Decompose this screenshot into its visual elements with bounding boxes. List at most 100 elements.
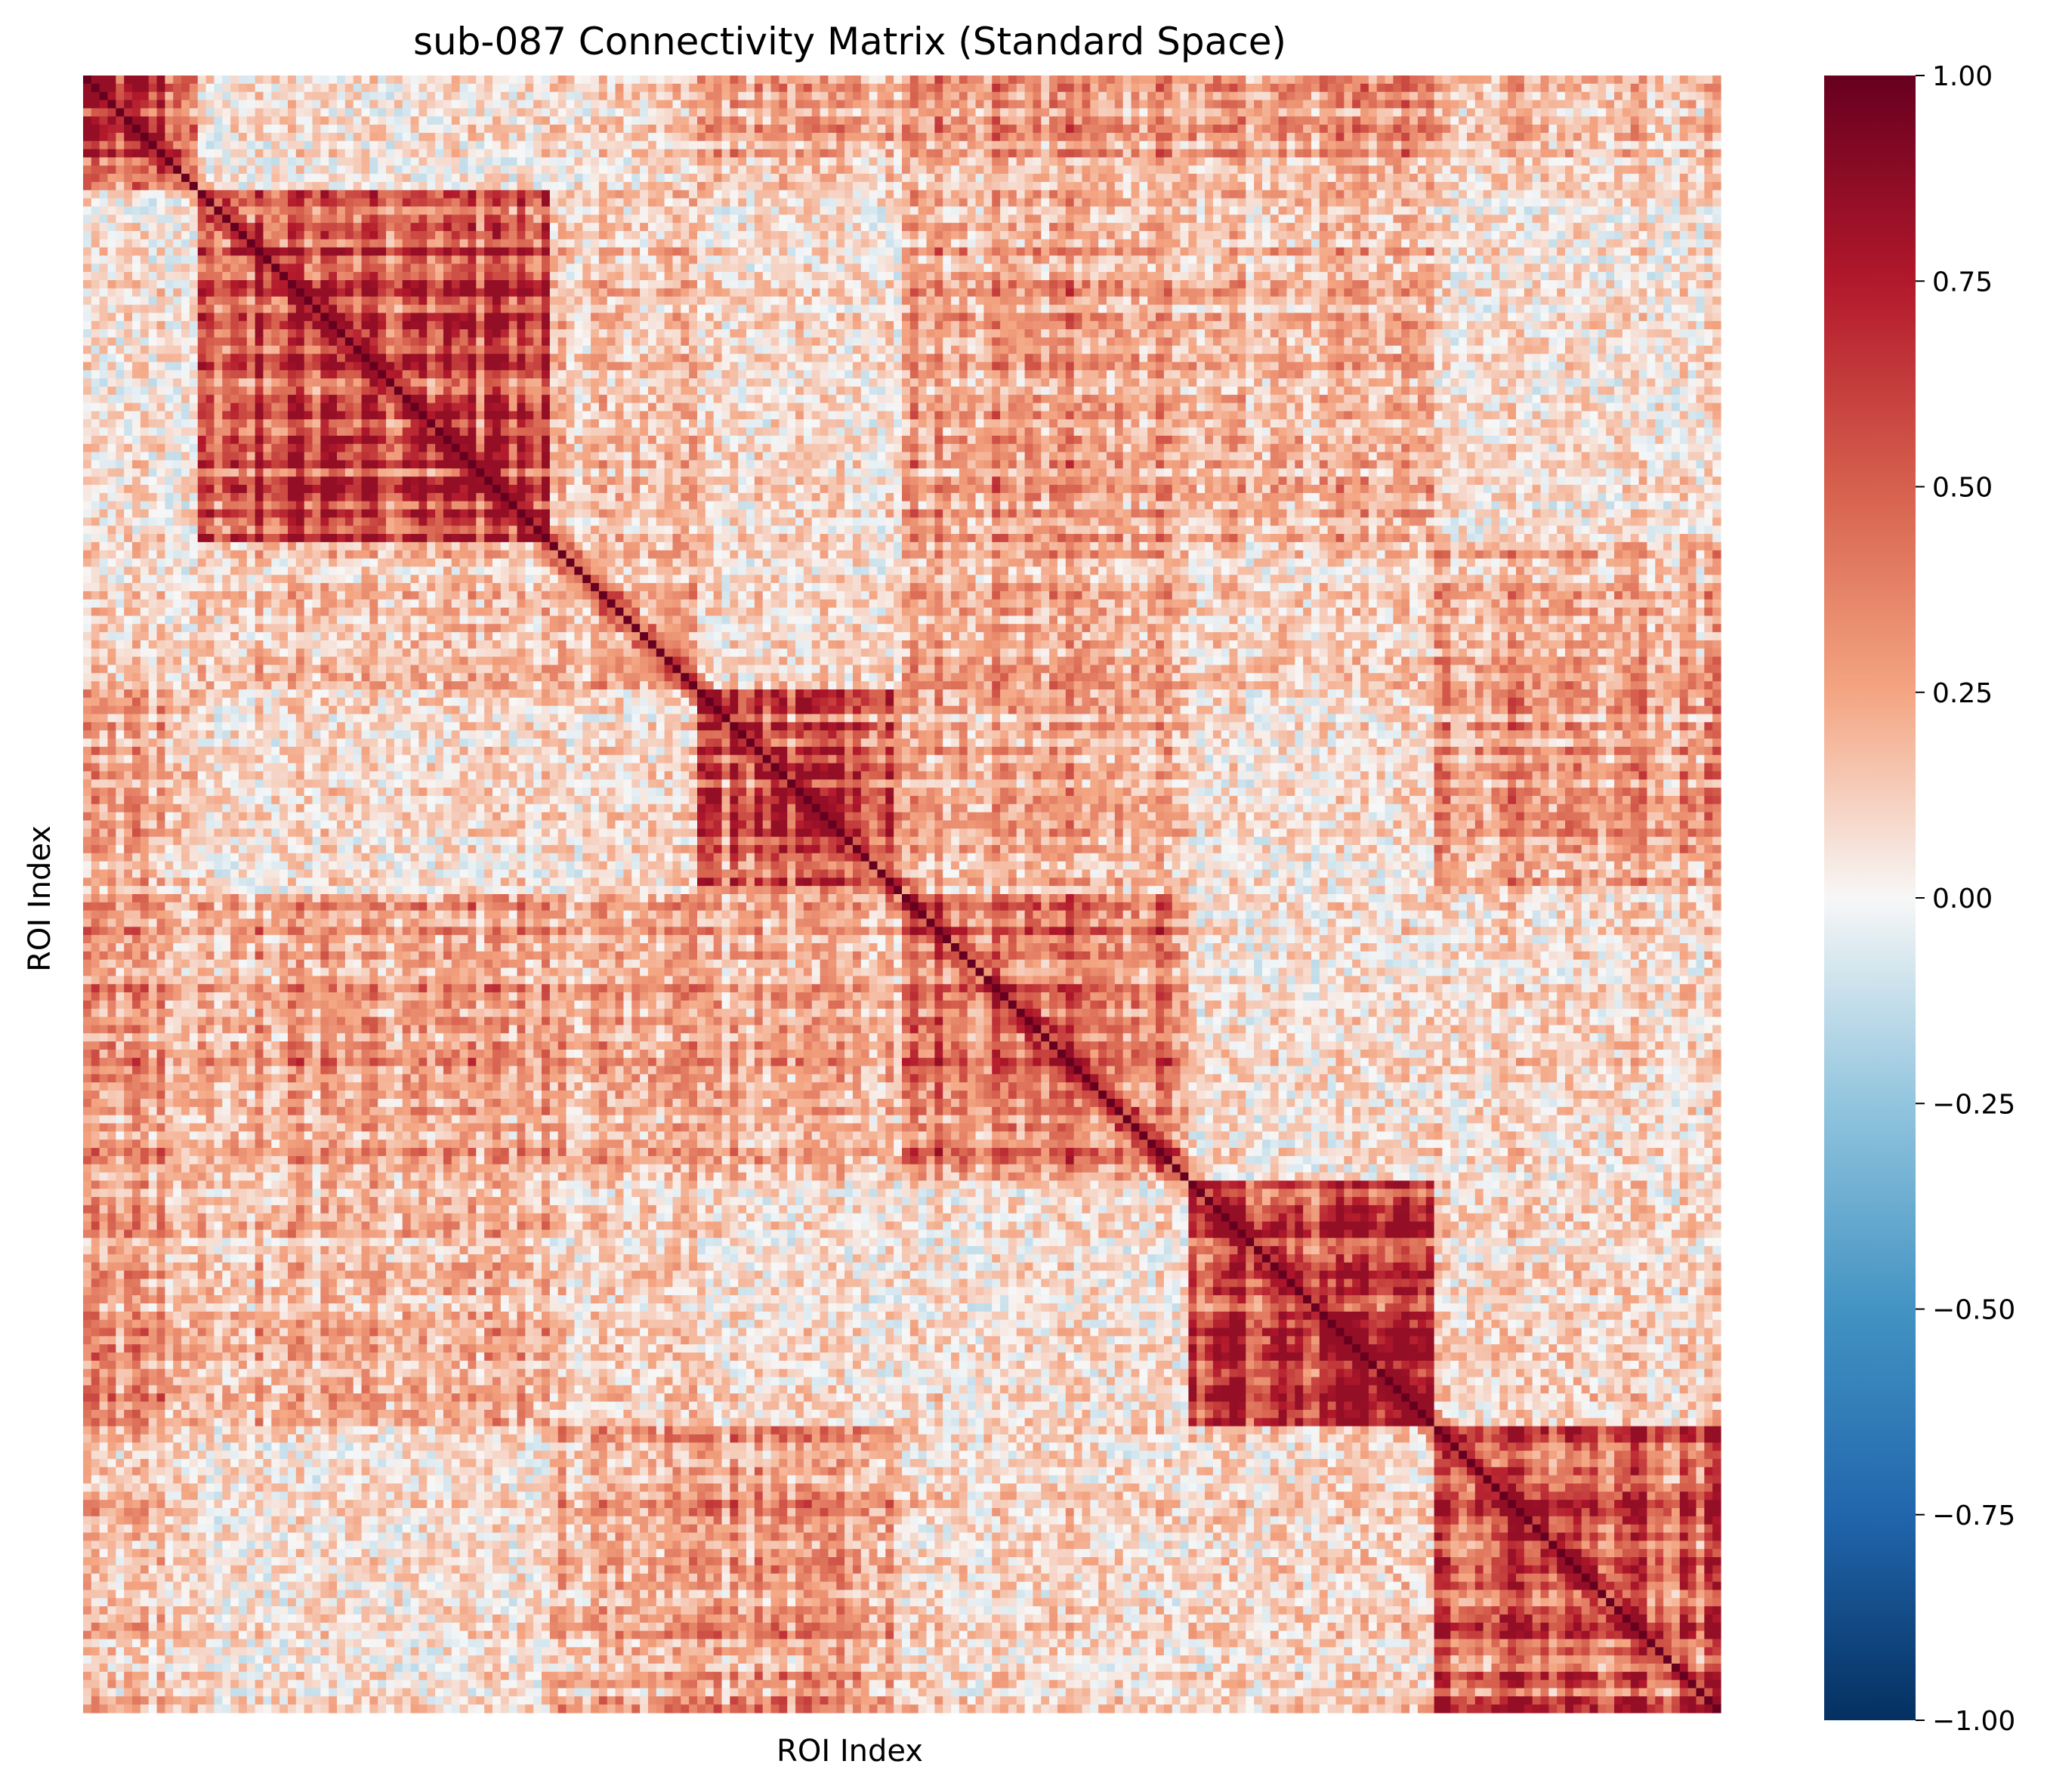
heatmap-cell: [542, 108, 550, 116]
heatmap-cell: [820, 174, 829, 182]
heatmap-cell: [582, 125, 591, 133]
heatmap-cell: [116, 150, 124, 158]
heatmap-cell: [640, 125, 648, 133]
heatmap-cell: [648, 100, 656, 109]
heatmap-cell: [894, 84, 902, 92]
heatmap-cell: [116, 116, 124, 125]
heatmap-cell: [525, 182, 533, 190]
heatmap-cell: [861, 150, 869, 158]
heatmap-cell: [1286, 108, 1295, 116]
heatmap-cell: [1082, 108, 1090, 116]
heatmap-cell: [1230, 133, 1238, 141]
heatmap-cell: [746, 165, 755, 174]
heatmap-cell: [542, 150, 550, 158]
heatmap-cell: [1409, 92, 1418, 100]
heatmap-cell: [1156, 133, 1164, 141]
heatmap-cell: [738, 182, 746, 190]
heatmap-cell: [1565, 116, 1573, 125]
heatmap-cell: [1647, 76, 1655, 84]
heatmap-cell: [1279, 84, 1287, 92]
heatmap-cell: [1311, 199, 1320, 207]
heatmap-cell: [1442, 133, 1450, 141]
heatmap-cell: [1311, 150, 1320, 158]
heatmap-cell: [1712, 125, 1721, 133]
heatmap-cell: [1647, 165, 1655, 174]
heatmap-cell: [1590, 157, 1598, 165]
heatmap-cell: [271, 92, 279, 100]
heatmap-cell: [697, 150, 705, 158]
heatmap-cell: [222, 165, 230, 174]
heatmap-cell: [1132, 174, 1140, 182]
heatmap-cell: [869, 150, 878, 158]
heatmap-cell: [1311, 157, 1320, 165]
heatmap-cell: [492, 76, 501, 84]
heatmap-cell: [714, 116, 722, 125]
heatmap-cell: [386, 165, 394, 174]
heatmap-cell: [1450, 190, 1459, 199]
heatmap-cell: [1524, 116, 1533, 125]
heatmap-cell: [976, 182, 984, 190]
heatmap-cell: [386, 206, 394, 214]
heatmap-cell: [1622, 182, 1631, 190]
heatmap-cell: [1008, 108, 1017, 116]
heatmap-cell: [1172, 100, 1181, 109]
heatmap-cell: [1074, 92, 1082, 100]
heatmap-cell: [968, 141, 976, 150]
heatmap-cell: [525, 100, 533, 109]
heatmap-cell: [1516, 76, 1524, 84]
heatmap-cell: [1336, 165, 1345, 174]
heatmap-cell: [1663, 125, 1672, 133]
heatmap-cell: [877, 174, 885, 182]
heatmap-cell: [108, 141, 116, 150]
heatmap-cell: [501, 108, 509, 116]
heatmap-cell: [378, 92, 386, 100]
heatmap-cell: [836, 84, 844, 92]
heatmap-cell: [198, 116, 206, 125]
heatmap-cell: [648, 141, 656, 150]
heatmap-cell: [222, 108, 230, 116]
heatmap-cell: [394, 182, 403, 190]
heatmap-cell: [804, 174, 812, 182]
heatmap-cell: [1557, 174, 1565, 182]
heatmap-cell: [746, 141, 755, 150]
heatmap-cell: [1418, 150, 1426, 158]
heatmap-cell: [304, 116, 313, 125]
heatmap-cell: [1672, 100, 1680, 109]
heatmap-cell: [1344, 76, 1352, 84]
heatmap-cell: [1057, 157, 1066, 165]
heatmap-cell: [542, 174, 550, 182]
heatmap-cell: [779, 157, 787, 165]
heatmap-cell: [1107, 174, 1115, 182]
heatmap-cell: [755, 150, 763, 158]
heatmap-cell: [1115, 84, 1123, 92]
heatmap-cell: [738, 92, 746, 100]
heatmap-cell: [443, 100, 452, 109]
heatmap-cell: [157, 108, 165, 116]
heatmap-cell: [378, 100, 386, 109]
heatmap-cell: [1344, 141, 1352, 150]
heatmap-cell: [1491, 182, 1499, 190]
heatmap-cell: [885, 76, 894, 84]
heatmap-cell: [665, 133, 673, 141]
heatmap-cell: [1025, 92, 1033, 100]
heatmap-cell: [181, 76, 190, 84]
heatmap-cell: [1270, 116, 1279, 125]
heatmap-cell: [337, 199, 345, 207]
heatmap-cell: [1557, 100, 1565, 109]
heatmap-cell: [738, 141, 746, 150]
heatmap-cell: [157, 199, 165, 207]
heatmap-cell: [1680, 150, 1688, 158]
heatmap-cell: [386, 174, 394, 182]
heatmap-cell: [1590, 100, 1598, 109]
heatmap-cell: [812, 76, 820, 84]
heatmap-cell: [1680, 141, 1688, 150]
heatmap-cell: [476, 92, 484, 100]
heatmap-cell: [951, 199, 959, 207]
heatmap-cell: [1295, 76, 1303, 84]
heatmap-cell: [869, 92, 878, 100]
heatmap-cell: [910, 125, 919, 133]
heatmap-cell: [1614, 133, 1622, 141]
heatmap-cell: [1459, 199, 1467, 207]
heatmap-cell: [173, 150, 181, 158]
heatmap-cell: [214, 199, 222, 207]
